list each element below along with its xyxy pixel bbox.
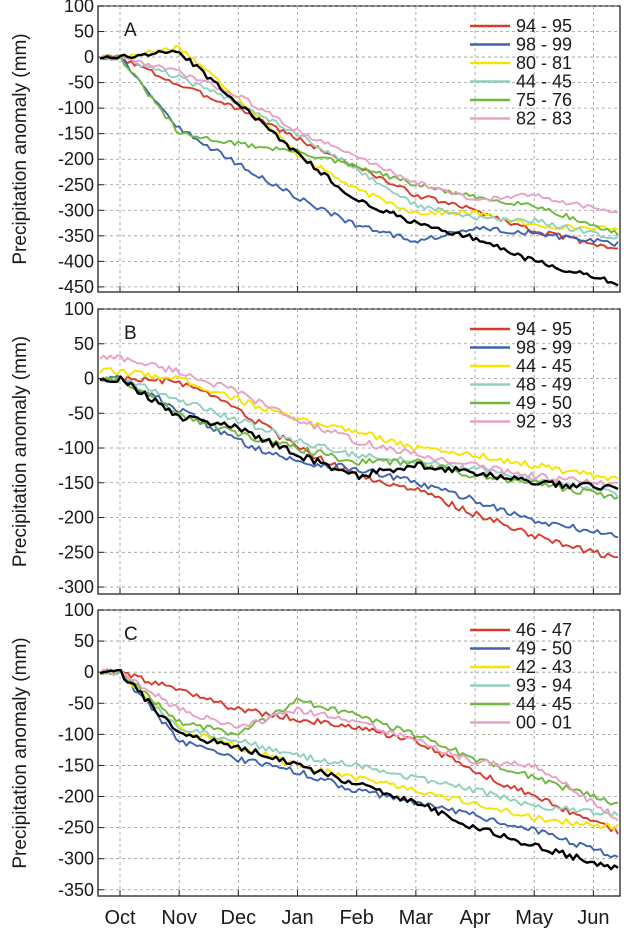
legend-label: 49 - 50 bbox=[516, 639, 572, 659]
legend-label: 48 - 49 bbox=[516, 375, 572, 395]
y-axis-label: Precipitation anomaly (mm) bbox=[10, 637, 31, 868]
legend-label: 00 - 01 bbox=[516, 713, 572, 733]
series-line-75-76 bbox=[99, 54, 619, 237]
y-axis-label: Precipitation anomaly (mm) bbox=[10, 33, 31, 264]
x-axis-month-labels: Oct Nov Dec Jan Feb Mar Apr May Jun bbox=[104, 907, 609, 929]
y-tick-label: 0 bbox=[84, 369, 94, 389]
series-lines bbox=[99, 44, 619, 287]
x-tick-label: Jun bbox=[577, 907, 609, 929]
series-line-44-45 bbox=[99, 668, 619, 806]
y-tick-label: -250 bbox=[58, 175, 94, 195]
y-tick-label: 100 bbox=[64, 0, 94, 16]
legend-label: 98 - 99 bbox=[516, 338, 572, 358]
y-tick-label: 100 bbox=[64, 299, 94, 319]
y-tick-label: -50 bbox=[68, 403, 94, 423]
plot-frame bbox=[97, 308, 621, 595]
y-tick-label: -100 bbox=[58, 98, 94, 118]
legend-label: 44 - 45 bbox=[516, 72, 572, 92]
panel-label: A bbox=[124, 20, 137, 41]
y-tick-label: -50 bbox=[68, 73, 94, 93]
series-line-44-45 bbox=[99, 55, 619, 240]
plot-frame bbox=[97, 609, 621, 897]
panel-label: B bbox=[124, 323, 137, 344]
legend-label: 94 - 95 bbox=[516, 16, 572, 36]
legend-label: 93 - 94 bbox=[516, 676, 572, 696]
y-tick-label: 0 bbox=[84, 662, 94, 682]
series-lines bbox=[99, 354, 619, 559]
plot-frame bbox=[97, 5, 621, 293]
series-line-42-43 bbox=[99, 668, 619, 830]
x-tick-label: Feb bbox=[339, 907, 373, 929]
y-tick-label: -50 bbox=[68, 693, 94, 713]
legend-label: 82 - 83 bbox=[516, 109, 572, 129]
x-tick-label: Mar bbox=[399, 907, 434, 929]
series-line-82-83 bbox=[99, 54, 619, 214]
legend-label: 46 - 47 bbox=[516, 620, 572, 640]
legend-label: 98 - 99 bbox=[516, 35, 572, 55]
y-tick-label: -250 bbox=[58, 542, 94, 562]
panel-c: 100 50 0 -50 -100 -150 -200 -250 -300 -350 Precipi… bbox=[10, 600, 621, 900]
y-tick-label: -350 bbox=[58, 880, 94, 900]
x-tick-label: Jan bbox=[281, 907, 313, 929]
legend-label: 75 - 76 bbox=[516, 90, 572, 110]
x-tick-label: Apr bbox=[459, 907, 490, 929]
y-axis-label: Precipitation anomaly (mm) bbox=[10, 336, 31, 567]
series-line-98-99 bbox=[99, 374, 619, 539]
y-tick-label: -200 bbox=[58, 149, 94, 169]
y-tick-label: -300 bbox=[58, 849, 94, 869]
y-tick-label: -200 bbox=[58, 787, 94, 807]
legend-label: 44 - 45 bbox=[516, 694, 572, 714]
y-tick-label: -400 bbox=[58, 251, 94, 271]
y-tick-label: 50 bbox=[74, 631, 94, 651]
legend-label: 49 - 50 bbox=[516, 393, 572, 413]
y-tick-label: -150 bbox=[58, 755, 94, 775]
legend-label: 92 - 93 bbox=[516, 412, 572, 432]
series-line-49-50 bbox=[100, 669, 619, 859]
y-tick-label: -250 bbox=[58, 818, 94, 838]
panel-b: 100 50 0 -50 -100 -150 -200 -250 -300 Precipitati… bbox=[10, 299, 621, 597]
series-line-93-94 bbox=[99, 668, 619, 818]
series-line-reference bbox=[99, 668, 619, 871]
y-tick-label: 50 bbox=[74, 22, 94, 42]
legend-label: 94 - 95 bbox=[516, 319, 572, 339]
y-tick-label: -150 bbox=[58, 124, 94, 144]
legend-label: 42 - 43 bbox=[516, 657, 572, 677]
panel-a: 100 50 0 -50 -100 -150 -200 -250 -300 -350 -400 -45… bbox=[10, 0, 621, 297]
legend-label: 44 - 45 bbox=[516, 356, 572, 376]
panel-label: C bbox=[124, 624, 138, 645]
y-tick-label: 100 bbox=[64, 600, 94, 620]
series-lines bbox=[99, 668, 619, 871]
series-line-00-01 bbox=[99, 668, 619, 822]
x-tick-label: Oct bbox=[104, 907, 136, 929]
series-line-80-81 bbox=[99, 44, 619, 232]
x-tick-label: Dec bbox=[221, 907, 257, 929]
y-tick-label: 50 bbox=[74, 334, 94, 354]
series-line-48-49 bbox=[99, 375, 619, 498]
x-tick-label: Nov bbox=[161, 907, 197, 929]
y-tick-label: 0 bbox=[84, 47, 94, 67]
y-tick-label: -100 bbox=[58, 438, 94, 458]
y-tick-label: -200 bbox=[58, 508, 94, 528]
x-tick-label: May bbox=[515, 907, 553, 929]
chart-panels: 100 50 0 -50 -100 -150 -200 -250 -300 -350 -400 -45… bbox=[10, 0, 621, 900]
series-line-44-45 bbox=[99, 367, 619, 482]
legend-label: 80 - 81 bbox=[516, 53, 572, 73]
y-tick-label: -300 bbox=[58, 577, 94, 597]
y-tick-label: -450 bbox=[58, 277, 94, 297]
y-tick-label: -300 bbox=[58, 200, 94, 220]
y-tick-label: -150 bbox=[58, 473, 94, 493]
series-line-reference bbox=[99, 49, 619, 287]
series-line-reference bbox=[99, 375, 619, 491]
y-tick-label: -350 bbox=[58, 226, 94, 246]
series-line-46-47 bbox=[99, 669, 619, 835]
y-tick-label: -100 bbox=[58, 724, 94, 744]
series-line-92-93 bbox=[99, 354, 619, 488]
